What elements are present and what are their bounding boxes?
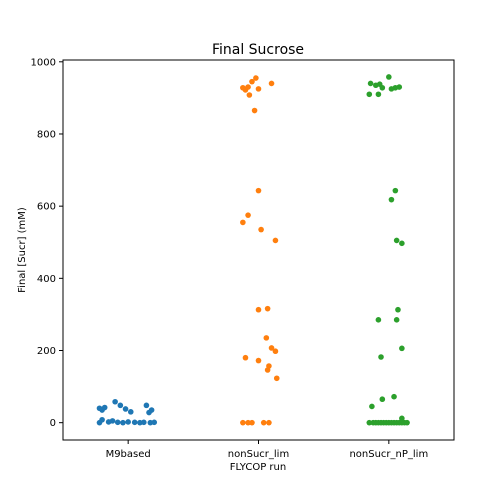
y-tick-label: 800 bbox=[37, 129, 56, 140]
data-point bbox=[391, 393, 397, 400]
chart-title: Final Sucrose bbox=[212, 42, 304, 58]
data-point bbox=[375, 91, 382, 98]
data-point bbox=[366, 419, 373, 426]
data-point bbox=[109, 418, 116, 424]
data-point bbox=[379, 84, 386, 91]
data-point bbox=[393, 317, 400, 323]
data-point bbox=[255, 187, 262, 194]
data-point bbox=[151, 419, 158, 426]
data-point bbox=[399, 240, 405, 247]
data-point bbox=[249, 419, 255, 426]
data-point bbox=[258, 226, 264, 233]
data-point bbox=[101, 404, 108, 411]
data-point bbox=[260, 419, 267, 426]
data-point bbox=[379, 396, 386, 403]
data-point bbox=[366, 91, 373, 98]
data-points bbox=[96, 74, 410, 426]
plot-area bbox=[62, 59, 455, 441]
data-point bbox=[143, 402, 150, 409]
data-point bbox=[388, 196, 395, 203]
data-point bbox=[112, 398, 118, 405]
x-tick-label: M9based bbox=[106, 449, 151, 460]
data-point bbox=[404, 419, 410, 426]
data-point bbox=[122, 406, 129, 412]
data-point bbox=[386, 74, 392, 80]
data-point bbox=[272, 348, 279, 355]
data-point bbox=[246, 92, 253, 98]
x-tick-label: nonSucr_nP_lim bbox=[349, 449, 428, 460]
data-point bbox=[120, 419, 126, 426]
data-point bbox=[253, 75, 259, 81]
data-point bbox=[127, 409, 134, 415]
x-tick-label: nonSucr_lim bbox=[228, 449, 289, 460]
data-point bbox=[395, 306, 401, 313]
data-point bbox=[272, 237, 279, 244]
data-point bbox=[378, 354, 384, 360]
data-point bbox=[125, 419, 131, 425]
data-point bbox=[273, 375, 280, 382]
data-point bbox=[245, 419, 251, 426]
x-axis-label: FLYCOP run bbox=[230, 462, 286, 473]
data-point bbox=[131, 419, 138, 426]
data-point bbox=[255, 86, 262, 92]
data-point bbox=[268, 345, 275, 351]
data-point bbox=[245, 84, 251, 90]
y-tick-label: 400 bbox=[37, 274, 56, 285]
y-tick-label: 200 bbox=[37, 346, 56, 357]
data-point bbox=[264, 305, 271, 312]
data-point bbox=[367, 80, 374, 87]
data-point bbox=[240, 419, 246, 426]
data-point bbox=[251, 107, 258, 114]
data-point bbox=[369, 403, 375, 410]
data-point bbox=[266, 419, 272, 426]
data-point bbox=[392, 187, 399, 194]
data-point bbox=[263, 335, 270, 341]
data-point bbox=[117, 402, 124, 409]
data-point bbox=[245, 212, 251, 218]
data-point bbox=[96, 419, 103, 426]
data-point bbox=[148, 407, 155, 413]
data-point bbox=[375, 317, 382, 323]
data-point bbox=[255, 306, 262, 313]
data-point bbox=[393, 237, 400, 244]
y-axis: 0 200 400 600 800 1000 bbox=[31, 57, 63, 429]
x-axis: M9based nonSucr_lim nonSucr_nP_lim bbox=[106, 440, 428, 460]
data-point bbox=[242, 354, 249, 361]
y-tick-label: 0 bbox=[50, 418, 56, 429]
data-point bbox=[249, 78, 255, 85]
data-point bbox=[399, 415, 405, 422]
y-axis-label: Final [Sucr] (mM) bbox=[17, 207, 28, 293]
data-point bbox=[255, 357, 262, 364]
data-point bbox=[264, 367, 271, 373]
y-tick-label: 1000 bbox=[31, 57, 56, 68]
data-point bbox=[114, 419, 121, 426]
y-tick-label: 600 bbox=[37, 202, 56, 213]
data-point bbox=[396, 84, 403, 90]
data-point bbox=[399, 345, 405, 352]
data-point bbox=[141, 419, 147, 426]
data-point bbox=[240, 219, 246, 226]
data-point bbox=[268, 80, 275, 87]
